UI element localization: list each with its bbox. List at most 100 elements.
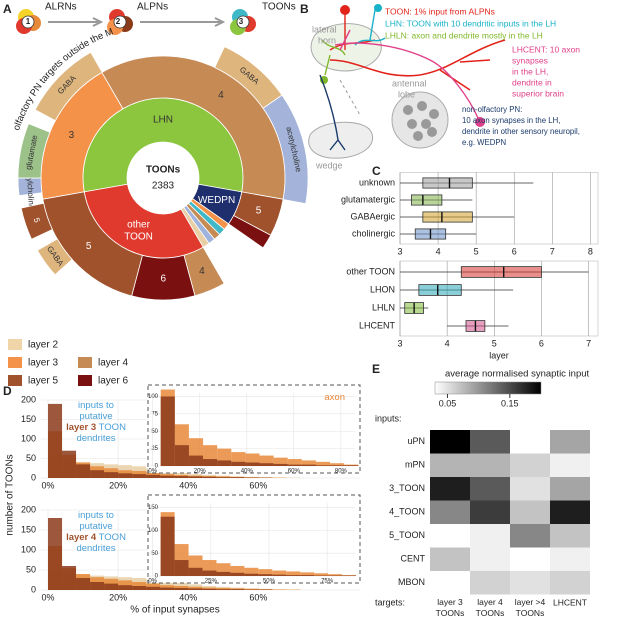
colorbar-tick-label: 0.15: [501, 398, 519, 408]
y-tick-label: 100: [148, 528, 159, 534]
y-tick-label: 150: [148, 505, 159, 511]
legend-label: layer 5: [28, 376, 58, 387]
histogram-bar: [258, 574, 273, 576]
y-tick-label: 0: [155, 574, 159, 580]
heatmap-cell: [470, 500, 510, 524]
flow-label: ALRNs: [45, 2, 77, 13]
heatmap-cell: [430, 453, 470, 477]
x-tick-label: 4: [445, 338, 450, 348]
y-tick-label: 150: [21, 414, 36, 424]
histogram-bar: [132, 474, 147, 478]
legend-label: layer 3: [28, 358, 58, 369]
legend-label: layer 2: [28, 340, 58, 351]
box: [422, 177, 473, 189]
row-label: 4_TOON: [389, 507, 425, 517]
region-label: antennal: [392, 78, 427, 88]
x-tick-label: 25%: [205, 579, 218, 585]
histogram-bar: [244, 567, 259, 576]
definition: 10 axon synapses in the LH,: [462, 116, 560, 125]
heatmap-cell: [470, 453, 510, 477]
brain-diagram: [308, 4, 506, 159]
histogram-bar: [300, 572, 315, 576]
columns-label: targets:: [375, 597, 405, 607]
panel-label: C: [372, 164, 381, 178]
y-tick-label: 100: [21, 433, 36, 443]
histogram-bar: [273, 463, 288, 466]
histogram-bar: [259, 463, 274, 466]
x-tick-label: 5: [474, 246, 479, 256]
x-tick-label: 40%: [179, 480, 197, 490]
histogram-bar: [344, 465, 359, 466]
region-label: horn: [318, 35, 336, 45]
colorbar-tick-label: 0.05: [439, 398, 457, 408]
flow-number: 1: [26, 17, 31, 26]
histogram-bar: [230, 565, 245, 576]
histogram-bar: [160, 475, 175, 478]
histogram-bar: [160, 516, 175, 576]
category-label: LHLN: [372, 302, 395, 312]
x-tick-label: 50%: [263, 579, 276, 585]
box: [422, 211, 473, 223]
histogram-bar: [230, 589, 245, 590]
legend-swatch: [8, 339, 22, 350]
heatmap-cell: [430, 477, 470, 501]
y-tick-label: 150: [21, 524, 36, 534]
histogram-bar: [287, 459, 302, 466]
x-tick-label: 40%: [241, 469, 254, 475]
definition: in the LH,: [512, 66, 548, 76]
x-tick-label: 20%: [194, 469, 207, 475]
rows-label: inputs:: [375, 413, 402, 423]
y-tick-label: 0: [31, 584, 36, 594]
histogram-bar: [146, 474, 161, 478]
heatmap-cell: [430, 500, 470, 524]
heatmap-cell: [550, 430, 590, 454]
y-tick-label: 50: [26, 453, 36, 463]
annotation-part: inputs to: [78, 400, 114, 411]
segment-label: 3: [69, 130, 75, 141]
category-label: GABAergic: [350, 211, 395, 221]
heatmap-cell: [510, 547, 550, 571]
annotation-part: inputs to: [78, 510, 114, 521]
histogram-bar: [314, 573, 329, 576]
y-tick-label: 0: [31, 472, 36, 482]
histogram-bar: [104, 583, 119, 590]
definition: TOON: 1% input from ALPNs: [385, 6, 495, 16]
histogram-bar: [62, 450, 77, 478]
y-tick-label: 100: [21, 544, 36, 554]
segment-label: 5: [32, 217, 42, 225]
region-label: wedge: [315, 160, 343, 170]
flow-number: 3: [239, 17, 244, 26]
panel-label: A: [3, 2, 12, 16]
category-label: glutamatergic: [341, 194, 396, 204]
legend-swatch: [78, 357, 92, 368]
heatmap-cell: [510, 453, 550, 477]
column-label: LHCENT: [553, 597, 587, 607]
histogram-bar: [217, 460, 232, 466]
histogram-bar: [272, 574, 287, 576]
histogram-bar: [90, 582, 105, 590]
flow-label: TOONs: [262, 2, 296, 13]
definition: e.g. WEDPN: [462, 138, 506, 147]
histogram-bar: [132, 586, 147, 590]
x-tick-label: 3: [397, 338, 402, 348]
row-label: 5_TOON: [389, 530, 425, 540]
histogram-bar: [202, 570, 217, 576]
x-axis-label: % of input synapses: [130, 605, 220, 616]
x-tick-label: 0%: [148, 579, 157, 585]
category-label: LHCENT: [359, 320, 396, 330]
category-label: other TOON: [346, 266, 395, 276]
flow-label: ALPNs: [137, 2, 168, 13]
histogram-bar: [315, 465, 331, 466]
histogram-bar: [62, 566, 77, 590]
histogram-bar: [118, 585, 133, 590]
y-tick-label: 200: [21, 504, 36, 514]
column-label-line: layer >4: [515, 597, 546, 607]
definition: dendrite in other sensory neuropil,: [462, 127, 580, 136]
box: [411, 194, 443, 206]
histogram-bar: [216, 571, 231, 576]
histogram-bar: [76, 578, 91, 590]
y-tick-label: 0: [155, 464, 159, 470]
sunburst-segment: [34, 51, 103, 122]
histogram-bar: [48, 403, 63, 478]
histogram-bar: [245, 462, 260, 466]
